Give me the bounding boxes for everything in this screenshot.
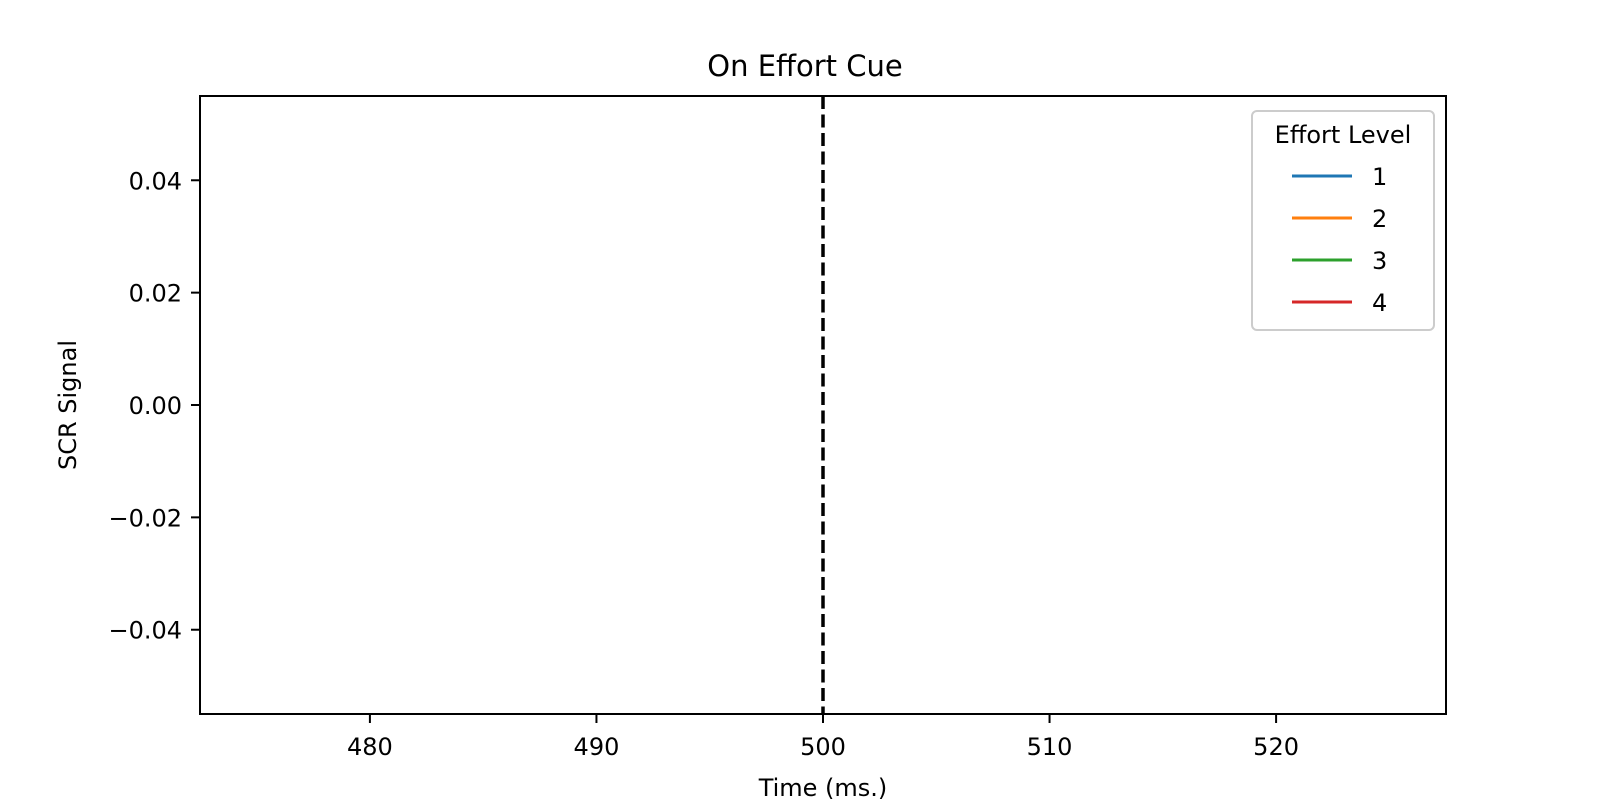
x-axis-ticks: 480 490 500 510 520 xyxy=(347,714,1299,761)
x-tick-label: 500 xyxy=(800,733,846,761)
y-axis-ticks: 0.04 0.02 0.00 −0.02 −0.04 xyxy=(108,167,200,645)
legend-label: 2 xyxy=(1372,205,1387,233)
x-tick-label: 520 xyxy=(1253,733,1299,761)
legend-title: Effort Level xyxy=(1275,121,1412,149)
x-axis-label: Time (ms.) xyxy=(758,774,888,800)
legend-box xyxy=(1251,110,1435,331)
y-tick-label: 0.04 xyxy=(129,167,182,195)
x-tick-label: 490 xyxy=(574,733,620,761)
legend-label: 4 xyxy=(1372,289,1387,317)
y-tick-label: 0.00 xyxy=(129,392,182,420)
y-tick-label: −0.02 xyxy=(108,504,182,532)
legend-label: 1 xyxy=(1372,163,1387,191)
y-axis-label: SCR Signal xyxy=(54,340,82,470)
chart-title: On Effort Cue xyxy=(707,49,902,83)
legend-label: 3 xyxy=(1372,247,1387,275)
y-tick-label: −0.04 xyxy=(108,617,182,645)
legend: Effort Level 1 2 3 4 xyxy=(1251,110,1435,331)
y-tick-label: 0.02 xyxy=(129,280,182,308)
x-tick-label: 480 xyxy=(347,733,393,761)
x-tick-label: 510 xyxy=(1027,733,1073,761)
